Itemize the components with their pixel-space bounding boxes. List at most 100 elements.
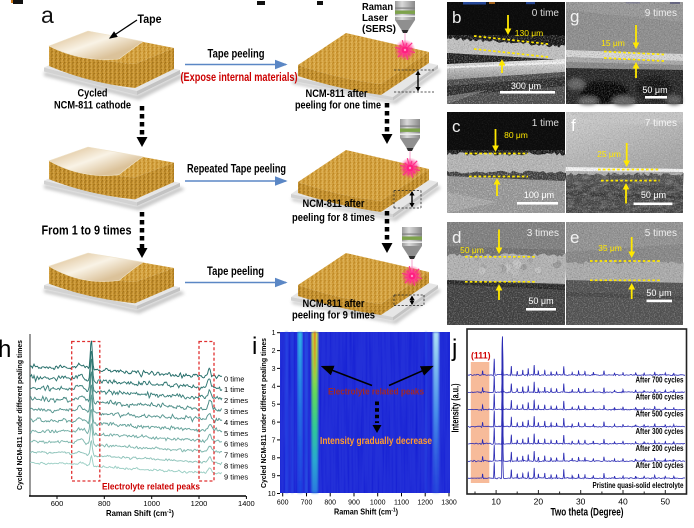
svg-text:g: g <box>570 7 579 26</box>
svg-text:1 time: 1 time <box>224 385 244 394</box>
svg-text:7: 7 <box>272 437 276 444</box>
svg-text:Tape peeling: Tape peeling <box>207 264 264 278</box>
svg-text:j: j <box>451 335 457 362</box>
svg-text:1100: 1100 <box>394 500 409 507</box>
svg-text:0 time: 0 time <box>532 8 560 19</box>
svg-text:80 μm: 80 μm <box>504 130 528 140</box>
svg-text:0 time: 0 time <box>224 374 244 383</box>
svg-text:5 times: 5 times <box>645 228 677 239</box>
svg-text:100 μm: 100 μm <box>524 190 554 200</box>
svg-text:f: f <box>571 116 576 135</box>
svg-text:9 times: 9 times <box>224 472 248 481</box>
svg-text:900: 900 <box>348 500 360 507</box>
svg-text:7 times: 7 times <box>645 118 677 129</box>
svg-text:b: b <box>452 8 461 27</box>
svg-text:Tape peeling: Tape peeling <box>208 47 265 61</box>
svg-text:50 μm: 50 μm <box>460 245 484 255</box>
svg-text:8: 8 <box>272 455 276 462</box>
svg-text:3: 3 <box>272 366 276 373</box>
svg-text:7 times: 7 times <box>224 451 248 460</box>
svg-text:25 μm: 25 μm <box>597 149 621 159</box>
svg-text:50 μm: 50 μm <box>641 190 666 200</box>
svg-text:After 100 cycles: After 100 cycles <box>636 461 684 470</box>
svg-text:From 1 to 9 times: From 1 to 9 times <box>42 224 132 238</box>
svg-text:4 times: 4 times <box>224 418 248 427</box>
svg-text:4: 4 <box>272 384 276 391</box>
svg-text:35 μm: 35 μm <box>598 243 622 253</box>
svg-text:1 time: 1 time <box>532 118 560 129</box>
svg-text:After 700 cycles: After 700 cycles <box>636 375 684 384</box>
svg-text:Cycled: Cycled <box>78 88 108 100</box>
svg-text:1000: 1000 <box>370 500 386 507</box>
svg-text:5 times: 5 times <box>224 429 248 438</box>
svg-text:e: e <box>570 228 579 247</box>
svg-text:peeling for one time: peeling for one time <box>295 100 381 112</box>
svg-text:50 μm: 50 μm <box>528 296 553 306</box>
svg-text:(Expose internal materials): (Expose internal materials) <box>181 70 298 84</box>
svg-text:15 μm: 15 μm <box>601 38 625 48</box>
svg-text:800: 800 <box>324 500 336 507</box>
svg-text:Cycled NCM-811 under different: Cycled NCM-811 under different pealing t… <box>259 338 268 488</box>
svg-text:NCM-811 after: NCM-811 after <box>303 298 366 310</box>
svg-text:(SERS): (SERS) <box>362 23 396 35</box>
svg-text:Cycled NCM-811 under different: Cycled NCM-811 under different pealing t… <box>15 340 24 490</box>
svg-text:9 times: 9 times <box>645 8 677 19</box>
svg-text:2 times: 2 times <box>224 396 248 405</box>
svg-text:i: i <box>252 333 257 360</box>
svg-text:Raman: Raman <box>362 1 393 13</box>
svg-text:a: a <box>41 2 54 28</box>
svg-text:1200: 1200 <box>417 500 433 507</box>
svg-text:Pristine quasi-solid electroly: Pristine quasi-solid electrolyte <box>593 481 684 490</box>
svg-text:40: 40 <box>618 497 628 507</box>
svg-text:d: d <box>452 228 461 247</box>
svg-text:1400: 1400 <box>238 499 255 508</box>
svg-text:Repeated Tape peeling: Repeated Tape peeling <box>187 162 286 176</box>
svg-text:After 600 cycles: After 600 cycles <box>636 392 684 401</box>
svg-text:300 μm: 300 μm <box>511 81 541 91</box>
svg-text:(111): (111) <box>471 351 491 362</box>
svg-text:6: 6 <box>272 419 276 426</box>
svg-text:1200: 1200 <box>191 499 208 508</box>
svg-text:20: 20 <box>534 497 544 507</box>
svg-text:30: 30 <box>576 497 586 507</box>
svg-text:Electrolyte related peaks: Electrolyte related peaks <box>102 482 200 493</box>
svg-text:8 times: 8 times <box>224 462 248 471</box>
svg-text:Two theta (Degree): Two theta (Degree) <box>551 507 624 519</box>
svg-text:600: 600 <box>51 499 64 508</box>
svg-text:700: 700 <box>301 500 313 507</box>
svg-text:3 times: 3 times <box>224 407 248 416</box>
svg-text:1000: 1000 <box>143 499 160 508</box>
svg-text:Electrolyte related peaks: Electrolyte related peaks <box>328 387 424 398</box>
svg-text:After 500 cycles: After 500 cycles <box>636 410 684 419</box>
svg-text:1300: 1300 <box>441 500 457 507</box>
svg-text:After 300 cycles: After 300 cycles <box>636 427 684 436</box>
svg-text:NCM-811 after: NCM-811 after <box>303 198 366 210</box>
svg-text:h: h <box>0 336 11 363</box>
svg-text:c: c <box>452 117 461 136</box>
svg-text:5: 5 <box>272 402 276 409</box>
svg-text:3 times: 3 times <box>527 228 559 239</box>
svg-text:Raman Shift (cm-1): Raman Shift (cm-1) <box>106 508 174 518</box>
svg-text:Intensity gradually decrease: Intensity gradually decrease <box>320 436 432 447</box>
svg-text:10: 10 <box>268 491 276 498</box>
svg-text:600: 600 <box>277 500 289 507</box>
svg-text:50 μm: 50 μm <box>642 85 667 95</box>
svg-text:Intensity (a.u.): Intensity (a.u.) <box>451 384 462 433</box>
svg-text:Raman Shift (cm-1): Raman Shift (cm-1) <box>334 507 398 517</box>
svg-text:peeling for 8 times: peeling for 8 times <box>292 212 375 224</box>
svg-text:1: 1 <box>272 330 276 337</box>
svg-text:Laser: Laser <box>362 12 388 24</box>
svg-text:800: 800 <box>98 499 111 508</box>
svg-text:9: 9 <box>272 473 276 480</box>
svg-text:2: 2 <box>272 348 276 355</box>
svg-text:NCM-811 cathode: NCM-811 cathode <box>54 100 131 112</box>
svg-text:6 times: 6 times <box>224 440 248 449</box>
svg-text:50: 50 <box>661 497 671 507</box>
svg-text:NCM-811 after: NCM-811 after <box>306 88 369 100</box>
svg-text:130 μm: 130 μm <box>515 28 544 38</box>
svg-text:After 200 cycles: After 200 cycles <box>636 444 684 453</box>
svg-text:peeling for 9 times: peeling for 9 times <box>292 310 375 322</box>
svg-text:Tape: Tape <box>138 12 162 26</box>
svg-text:10: 10 <box>491 497 501 507</box>
svg-text:50 μm: 50 μm <box>646 288 671 298</box>
